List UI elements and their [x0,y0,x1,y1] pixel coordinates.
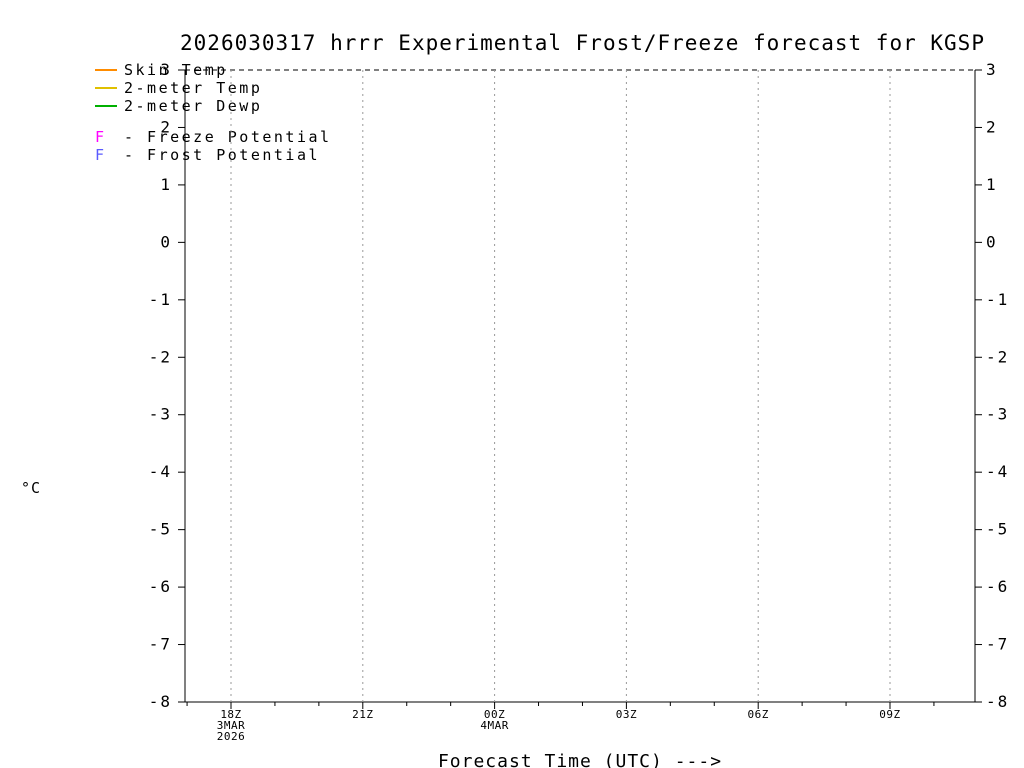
freeze-potential-flag-symbol: F [95,128,107,146]
y-tick-label-left: -3 [149,405,172,424]
x-tick-label: 21Z [352,708,373,721]
y-tick-label-left: 1 [160,175,172,194]
y-tick-label-left: -6 [149,577,172,596]
y-tick-label-left: -7 [149,635,172,654]
chart-title: 2026030317 hrrr Experimental Frost/Freez… [180,31,985,55]
y-tick-label-right: 0 [986,232,998,251]
legend-label: - Freeze Potential [124,128,332,146]
y-tick-label-right: -8 [986,692,1009,711]
y-tick-label-left: -5 [149,520,172,539]
legend-item-2-meter-dewp: 2-meter Dewp [95,97,262,115]
y-tick-label-left: -8 [149,692,172,711]
y-tick-label-left: 3 [160,60,172,79]
y-tick-label-right: -1 [986,290,1009,309]
y-tick-label-right: -3 [986,405,1009,424]
y-tick-label-right: 1 [986,175,998,194]
x-tick-date-label: 3MAR [217,719,246,732]
skin-temp-line-swatch [95,69,117,71]
legend-label: 2-meter Temp [124,79,263,97]
x-tick-label: 00Z [484,708,505,721]
x-tick-label: 18Z [220,708,241,721]
y-tick-label-right: -4 [986,462,1009,481]
x-axis-title: Forecast Time (UTC) ---> [437,751,723,768]
y-tick-label-right: -2 [986,347,1009,366]
x-tick-label: 09Z [879,708,900,721]
legend-item-freeze-potential: F - Freeze Potential [95,128,332,146]
y-tick-label-left: 0 [160,232,172,251]
y-tick-label-right: -5 [986,520,1009,539]
y-tick-label-left: -4 [149,462,172,481]
legend-item-2-meter-temp: 2-meter Temp [95,79,262,97]
frost-potential-flag-symbol: F [95,146,107,164]
x-tick-date-label: 2026 [217,730,246,743]
2-meter-temp-line-swatch [95,87,117,89]
y-tick-label-right: -6 [986,577,1009,596]
x-tick-label: 03Z [616,708,637,721]
2-meter-dewp-line-swatch [95,105,117,107]
y-axis-unit-label: °C [21,479,42,497]
legend-label: Skin Temp [124,61,228,79]
y-tick-label-left: 2 [160,117,172,136]
x-tick-date-label: 4MAR [480,719,509,732]
legend-item-skin-temp: Skin Temp [95,61,228,79]
y-tick-label-left: -2 [149,347,172,366]
legend-label: 2-meter Dewp [124,97,263,115]
y-tick-label-right: -7 [986,635,1009,654]
legend-label: - Frost Potential [124,146,321,164]
y-tick-label-right: 3 [986,60,998,79]
legend-item-frost-potential: F - Frost Potential [95,146,320,164]
x-tick-label: 06Z [748,708,769,721]
y-tick-label-right: 2 [986,117,998,136]
y-tick-label-left: -1 [149,290,172,309]
